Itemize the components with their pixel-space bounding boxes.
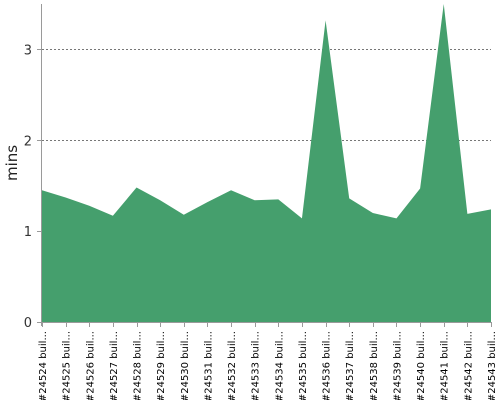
x-tick-label: #24532 buil...	[227, 331, 238, 400]
x-tick-labels: #24524 buil... #24525 buil... #24526 buil.…	[38, 322, 498, 400]
x-tick-label: #24529 buil...	[156, 331, 167, 400]
x-tick-label: #24530 buil...	[180, 331, 191, 400]
x-tick-label: #24526 buil...	[85, 331, 96, 400]
x-tick-label: #24533 buil...	[251, 331, 262, 400]
x-tick-label: #24542 buil...	[463, 331, 474, 400]
area-fill	[42, 4, 491, 322]
x-tick-label: #24525 buil...	[62, 331, 73, 400]
area-series	[41, 3, 492, 322]
x-tick-label: #24543 buil...	[487, 331, 498, 400]
x-tick-label: #24540 buil...	[416, 331, 427, 400]
x-tick-label: #24524 buil...	[38, 331, 49, 400]
y-tick-label: 1	[24, 225, 32, 240]
x-tick-label: #24539 buil...	[392, 331, 403, 400]
x-tick-label: #24536 buil...	[322, 331, 333, 400]
y-tick-labels: 0 1 2 3	[24, 43, 42, 331]
y-axis-label: mins	[3, 145, 21, 181]
x-tick-label: #24534 buil...	[274, 331, 285, 400]
y-tick-label: 0	[24, 316, 32, 331]
y-tick-label: 2	[24, 134, 32, 149]
x-tick-label: #24531 buil...	[203, 331, 214, 400]
x-tick-label: #24541 buil...	[440, 331, 451, 400]
x-tick-label: #24538 buil...	[369, 331, 380, 400]
x-tick-label: #24537 buil...	[345, 331, 356, 400]
x-tick-label: #24535 buil...	[298, 331, 309, 400]
y-tick-label: 3	[24, 43, 32, 58]
x-tick-label: #24528 buil...	[133, 331, 144, 400]
x-tick-label: #24527 buil...	[109, 331, 120, 400]
